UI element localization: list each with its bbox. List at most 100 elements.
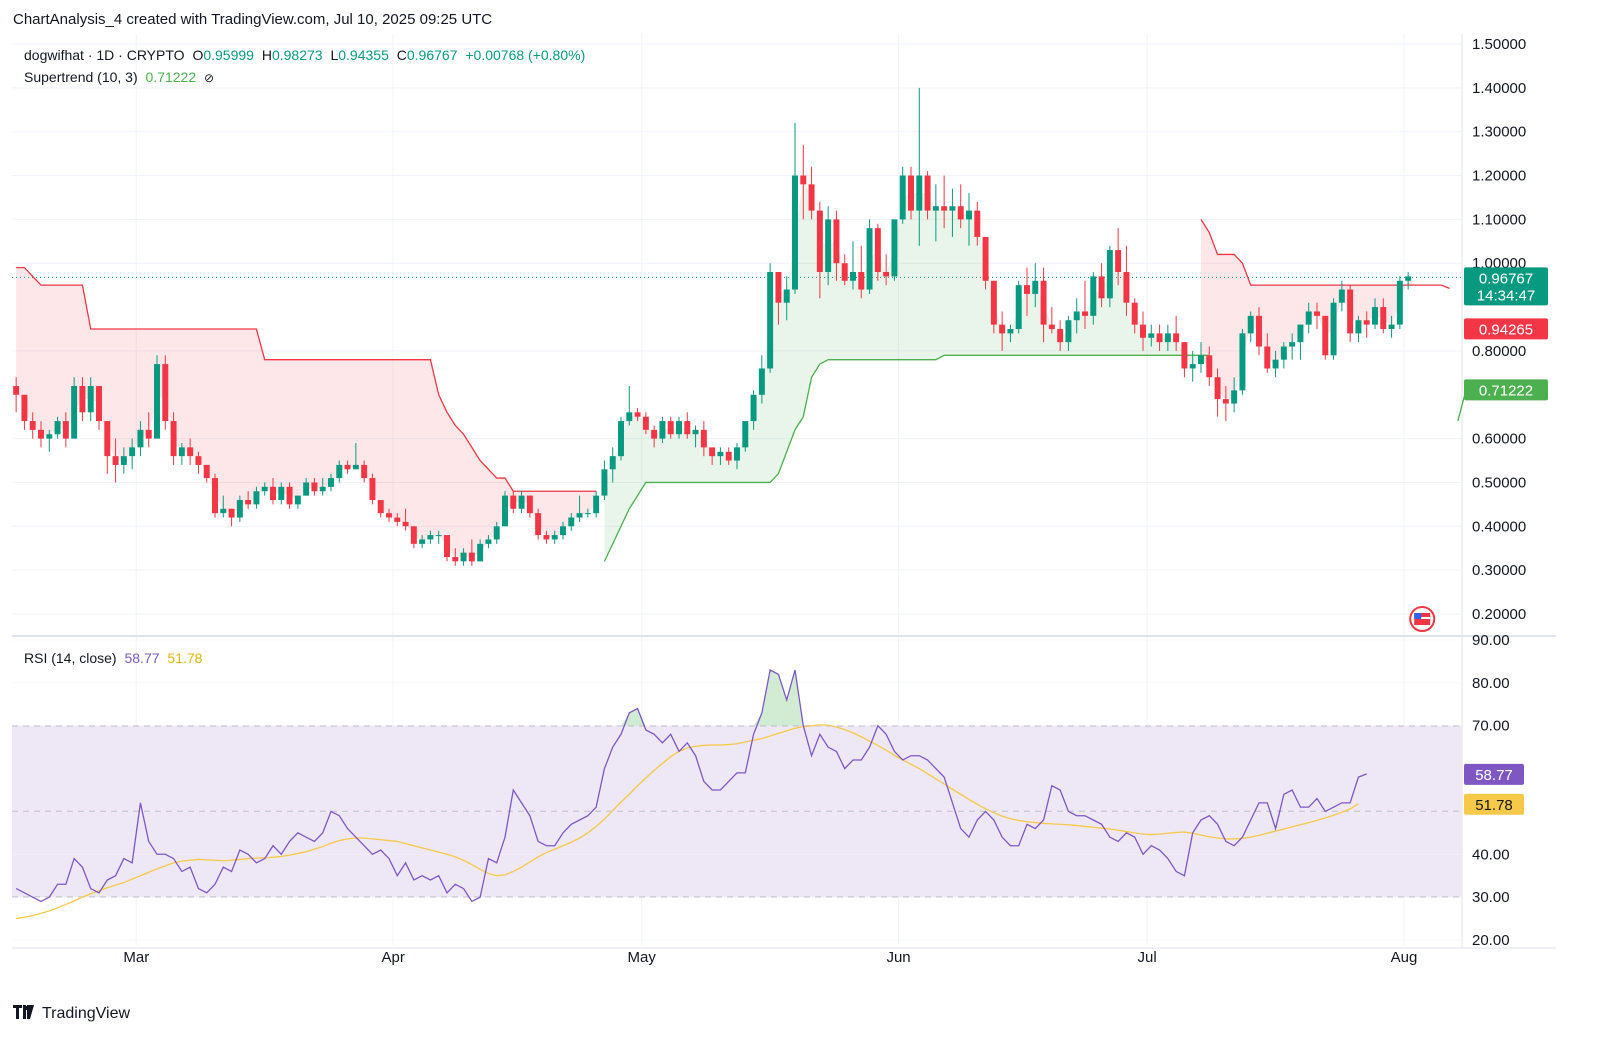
candle-body[interactable] (212, 478, 218, 514)
candle-body[interactable] (1388, 324, 1395, 329)
candle-body[interactable] (1396, 280, 1403, 325)
candle-body[interactable] (477, 543, 484, 562)
candle-body[interactable] (270, 486, 276, 500)
candle-body[interactable] (584, 513, 591, 515)
candle-body[interactable] (957, 206, 964, 220)
supertrend-legend[interactable]: Supertrend (10, 3) 0.71222 ⊘ (24, 69, 218, 85)
candle-body[interactable] (1206, 355, 1213, 378)
candle-body[interactable] (1280, 346, 1287, 360)
candle-body[interactable] (1156, 333, 1163, 343)
candle-body[interactable] (750, 394, 757, 422)
candle-body[interactable] (328, 478, 334, 487)
candle-body[interactable] (949, 206, 956, 211)
candle-body[interactable] (236, 500, 243, 518)
eye-off-icon[interactable]: ⊘ (204, 71, 215, 85)
candle-body[interactable] (1057, 329, 1064, 343)
candle-body[interactable] (1024, 285, 1030, 294)
candle-body[interactable] (485, 539, 492, 544)
last-price-tag[interactable] (1464, 267, 1548, 306)
candle-body[interactable] (551, 535, 558, 540)
candle-body[interactable] (62, 421, 69, 439)
candle-body[interactable] (543, 535, 550, 540)
candle-body[interactable] (667, 421, 674, 435)
candle-body[interactable] (154, 364, 160, 439)
candle-body[interactable] (1082, 311, 1088, 316)
candle-body[interactable] (874, 228, 881, 272)
candle-body[interactable] (444, 535, 450, 557)
candle-body[interactable] (618, 421, 624, 457)
candle-body[interactable] (294, 495, 301, 505)
candle-body[interactable] (634, 412, 641, 417)
candle-body[interactable] (535, 513, 542, 536)
candle-body[interactable] (261, 486, 268, 492)
candle-body[interactable] (369, 478, 376, 500)
candle-body[interactable] (518, 495, 525, 509)
candle-body[interactable] (560, 526, 566, 536)
candle-body[interactable] (1007, 329, 1014, 334)
candle-body[interactable] (700, 429, 707, 448)
candle-body[interactable] (1123, 272, 1130, 303)
candle-body[interactable] (120, 456, 127, 465)
candle-body[interactable] (792, 175, 798, 290)
candle-body[interactable] (1181, 342, 1188, 369)
candle-body[interactable] (38, 429, 44, 439)
candle-body[interactable] (377, 500, 384, 514)
candle-body[interactable] (1305, 311, 1312, 325)
candle-body[interactable] (800, 175, 807, 185)
candle-body[interactable] (195, 456, 202, 465)
candle-body[interactable] (1380, 307, 1387, 329)
candle-body[interactable] (767, 272, 774, 369)
candle-body[interactable] (1264, 346, 1271, 369)
candle-body[interactable] (344, 464, 351, 470)
candle-body[interactable] (21, 394, 28, 422)
candle-body[interactable] (899, 175, 906, 220)
candle-body[interactable] (502, 495, 508, 527)
candle-body[interactable] (253, 491, 260, 505)
candle-body[interactable] (1347, 289, 1354, 334)
candle-body[interactable] (79, 386, 86, 413)
candle-body[interactable] (1032, 280, 1039, 294)
candle-body[interactable] (850, 272, 856, 281)
candle-body[interactable] (676, 421, 682, 435)
candle-body[interactable] (626, 412, 633, 422)
candle-body[interactable] (758, 368, 765, 395)
candle-body[interactable] (402, 521, 409, 527)
rsi-ma-tag[interactable] (1464, 793, 1524, 815)
candle-body[interactable] (1173, 333, 1180, 343)
candle-body[interactable] (137, 429, 144, 448)
candle-body[interactable] (1115, 250, 1122, 272)
candle-body[interactable] (427, 535, 434, 540)
candle-body[interactable] (352, 464, 359, 470)
candle-body[interactable] (386, 513, 392, 518)
candle-body[interactable] (717, 451, 724, 457)
candle-body[interactable] (1231, 390, 1238, 404)
candle-body[interactable] (468, 552, 475, 562)
candle-body[interactable] (104, 421, 111, 457)
candle-body[interactable] (13, 386, 20, 395)
candle-body[interactable] (1098, 276, 1105, 299)
candle-body[interactable] (1338, 289, 1345, 303)
candle-body[interactable] (228, 508, 235, 518)
candle-body[interactable] (526, 495, 533, 514)
candle-body[interactable] (1239, 333, 1246, 391)
candle-body[interactable] (1322, 315, 1329, 356)
candle-body[interactable] (1355, 320, 1362, 334)
legend-symbol[interactable]: dogwifhat · 1D · CRYPTO (24, 47, 185, 63)
candle-body[interactable] (775, 272, 782, 303)
candle-body[interactable] (1073, 311, 1080, 321)
candle-body[interactable] (1065, 320, 1072, 343)
candle-body[interactable] (1222, 399, 1229, 404)
candle-body[interactable] (1272, 359, 1279, 369)
candle-body[interactable] (924, 175, 931, 211)
candle-body[interactable] (112, 456, 119, 465)
candle-body[interactable] (709, 447, 716, 457)
candle-body[interactable] (410, 526, 417, 544)
candle-body[interactable] (46, 434, 53, 439)
candle-body[interactable] (982, 236, 989, 281)
candle-body[interactable] (1140, 324, 1146, 338)
candle-body[interactable] (1372, 307, 1378, 325)
candle-body[interactable] (71, 386, 78, 439)
candle-body[interactable] (1164, 333, 1171, 343)
candle-body[interactable] (361, 464, 368, 479)
candle-body[interactable] (916, 175, 923, 211)
